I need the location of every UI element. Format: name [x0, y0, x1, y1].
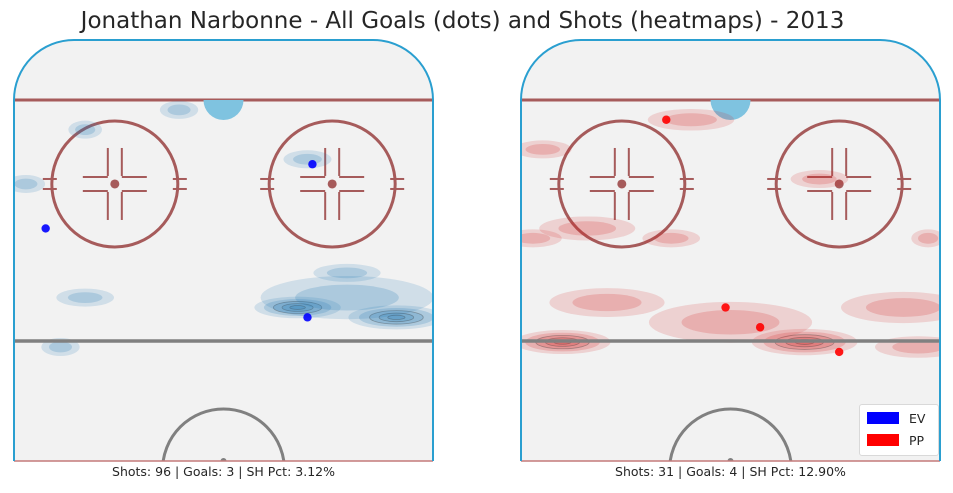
legend-item-pp: PP	[867, 432, 924, 448]
rink-boards	[520, 39, 941, 461]
goal-crease	[203, 100, 244, 120]
center-dot	[727, 458, 734, 461]
faceoff-circle-right	[767, 119, 912, 249]
shot-density-5	[841, 291, 940, 324]
shot-density-3	[260, 276, 433, 320]
shot-density-12	[790, 170, 849, 189]
goal-dot-4	[834, 347, 844, 357]
chart-title: Jonathan Narbonne - All Goals (dots) and…	[80, 8, 845, 34]
shot-density-5	[56, 288, 114, 307]
right-rink-caption: Shots: 31 | Goals: 4 | SH Pct: 12.90%	[615, 464, 846, 479]
goal-dot-1	[308, 160, 317, 169]
shot-density-7	[521, 140, 572, 159]
shot-density-2	[751, 328, 858, 356]
rink-surface	[14, 40, 433, 461]
rink-pp	[520, 39, 941, 462]
faceoff-circle-left	[42, 119, 187, 249]
goal-dot-2	[303, 313, 312, 322]
rink-ev	[13, 39, 434, 462]
goal-dot-2	[721, 303, 730, 312]
shot-density-10	[521, 229, 562, 248]
shot-density-10	[14, 174, 46, 193]
shot-density-9	[539, 216, 636, 241]
rink-surface	[521, 40, 940, 461]
legend-label-pp: PP	[909, 432, 925, 448]
legend-swatch-ev	[867, 412, 899, 424]
center-dot	[220, 458, 227, 461]
shot-density-7	[159, 100, 199, 119]
left-rink-caption: Shots: 96 | Goals: 3 | SH Pct: 3.12%	[112, 464, 335, 479]
goal-dot-3	[755, 323, 765, 332]
shot-density-1	[348, 305, 433, 330]
heatmap-ev	[14, 100, 433, 356]
rink-boards	[13, 39, 434, 461]
shot-density-13	[911, 229, 940, 248]
shot-density-11	[642, 229, 701, 248]
legend-label-ev: EV	[909, 410, 926, 426]
shot-density-8	[647, 108, 735, 131]
shot-density-3	[648, 301, 813, 343]
legend: EV PP	[859, 404, 939, 456]
center-circle	[668, 407, 793, 461]
faceoff-circle-left	[549, 119, 694, 249]
shot-density-4	[313, 263, 381, 282]
legend-item-ev: EV	[867, 410, 925, 426]
goal-dot-1	[662, 115, 671, 124]
goal-crease	[710, 100, 751, 120]
goal-dot-3	[41, 224, 50, 233]
shot-density-4	[549, 288, 665, 317]
center-circle	[161, 407, 286, 461]
shot-density-8	[283, 150, 332, 169]
shot-density-2	[254, 296, 341, 319]
shot-density-9	[68, 120, 102, 139]
legend-swatch-pp	[867, 434, 899, 446]
faceoff-circle-right	[260, 119, 405, 249]
